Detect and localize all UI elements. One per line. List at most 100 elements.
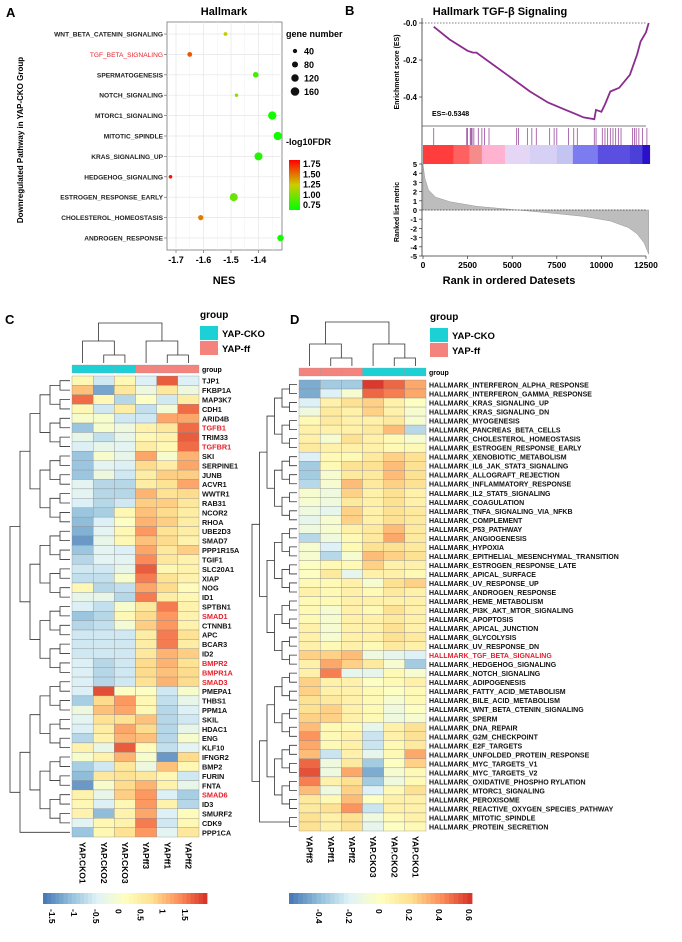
heatmap-cell <box>156 563 179 574</box>
column-label: YAP.CKO1 <box>78 842 88 884</box>
heatmap-cell <box>319 433 342 444</box>
heatmap-cell <box>298 406 321 417</box>
row-label: SPTBN1 <box>202 603 231 612</box>
heatmap-cell <box>341 776 363 787</box>
heatmap-cell <box>135 676 157 687</box>
heatmap-cell <box>362 821 384 832</box>
heatmap-cell <box>404 740 427 750</box>
column-dendrogram <box>309 321 416 366</box>
heatmap-cell <box>319 731 342 741</box>
x-tick-label: -1.4 <box>251 255 267 265</box>
heatmap-cell <box>383 515 406 525</box>
group-annotation-cell <box>341 367 363 377</box>
heatmap-cell <box>298 497 321 507</box>
size-legend-label: 40 <box>304 47 314 57</box>
row-label: HALLMARK_XENOBIOTIC_METABOLISM <box>429 455 567 462</box>
x-axis-label: NES <box>213 275 236 287</box>
heatmap-cell <box>383 749 406 760</box>
heatmap-cell <box>92 441 115 452</box>
heatmap-cell <box>383 731 406 741</box>
pathway-label: NOTCH_SIGNALING <box>99 93 163 100</box>
heatmap-cell <box>298 767 321 778</box>
heatmap-cell <box>404 379 427 390</box>
heatmap-cell <box>383 533 406 543</box>
heatmap-cell <box>135 789 157 800</box>
heatmap-cell <box>135 375 157 386</box>
heatmap-cell <box>71 799 94 809</box>
heatmap-cell <box>71 676 94 687</box>
color-scale-segment <box>394 893 400 904</box>
metric-tick-label: 3 <box>413 178 417 187</box>
heatmap-cell <box>404 470 427 480</box>
pathway-label: MTORC1_SIGNALING <box>95 113 163 120</box>
heatmap-cell <box>71 535 94 546</box>
heatmap-cell <box>341 686 363 696</box>
row-label: HALLMARK_COMPLEMENT <box>429 518 523 525</box>
color-scale-segment <box>63 893 68 904</box>
heatmap-cell <box>404 713 427 723</box>
row-label: SMURF2 <box>202 809 232 818</box>
heatmap-cell <box>177 667 200 678</box>
color-scale-segment <box>96 893 101 904</box>
row-label: CDK9 <box>202 819 222 828</box>
color-scale-label: 0.6 <box>464 909 474 921</box>
heatmap-cell <box>92 404 115 414</box>
row-label: CTNNB1 <box>202 621 232 630</box>
x-tick-label: -1.6 <box>196 255 212 265</box>
heatmap-cell <box>114 676 136 687</box>
row-label: SMAD6 <box>202 791 228 800</box>
rank-color-segment <box>642 145 651 164</box>
heatmap-cell <box>298 614 321 624</box>
heatmap-cell <box>92 686 115 697</box>
row-label: HALLMARK_SPERM <box>429 716 498 723</box>
heatmap-cell <box>156 516 179 527</box>
heatmap-cell <box>341 578 363 588</box>
heatmap-cell <box>362 605 384 615</box>
heatmap-cell <box>319 424 342 435</box>
heatmap-cell <box>298 470 321 480</box>
heatmap-cell <box>404 415 427 426</box>
heatmap-cell <box>114 695 136 706</box>
heatmap-cell <box>114 714 136 725</box>
heatmap-cell <box>383 605 406 615</box>
heatmap-cell <box>341 668 363 678</box>
color-legend-label: 0.75 <box>303 200 321 210</box>
column-dendrogram <box>82 322 189 363</box>
row-label: PPM1A <box>202 706 228 715</box>
color-scale-segment <box>116 893 122 904</box>
color-scale-label: 0 <box>374 909 384 914</box>
heatmap-cell <box>341 695 363 705</box>
heatmap-cell <box>71 469 94 480</box>
row-label: ID2 <box>202 650 213 659</box>
heatmap-cell <box>156 498 179 508</box>
group-annotation-cell <box>71 364 94 374</box>
size-legend-dot <box>291 61 299 68</box>
color-scale-segment <box>412 893 418 904</box>
heatmap-cell <box>156 818 179 828</box>
heatmap-cell <box>71 460 94 471</box>
heatmap-cell <box>156 676 179 687</box>
heatmap-cell <box>92 770 115 781</box>
heatmap-cell <box>71 639 94 650</box>
size-legend-dot <box>292 48 298 54</box>
heatmap-cell <box>71 394 94 405</box>
heatmap-cell <box>383 551 406 561</box>
heatmap-cell <box>319 758 342 769</box>
panel-label-d: D <box>290 312 299 327</box>
row-label: HALLMARK_ESTROGEN_RESPONSE_EARLY <box>429 446 582 453</box>
data-point <box>229 193 238 202</box>
chart-title: Hallmark TGF-β Signaling <box>433 6 567 18</box>
heatmap-cell <box>92 827 115 838</box>
heatmap-cell <box>362 533 384 543</box>
heatmap-cell <box>383 713 406 723</box>
heatmap-cell <box>319 488 342 498</box>
heatmap-cell <box>135 620 157 631</box>
heatmap-cell <box>92 658 115 668</box>
heatmap-cell <box>177 639 200 650</box>
row-label: SLC20A1 <box>202 565 234 574</box>
row-label: WWTR1 <box>202 490 230 499</box>
heatmap-cell <box>341 415 363 426</box>
heatmap-cell <box>92 535 115 546</box>
heatmap-cell <box>177 705 200 715</box>
heatmap-cell <box>135 827 157 838</box>
